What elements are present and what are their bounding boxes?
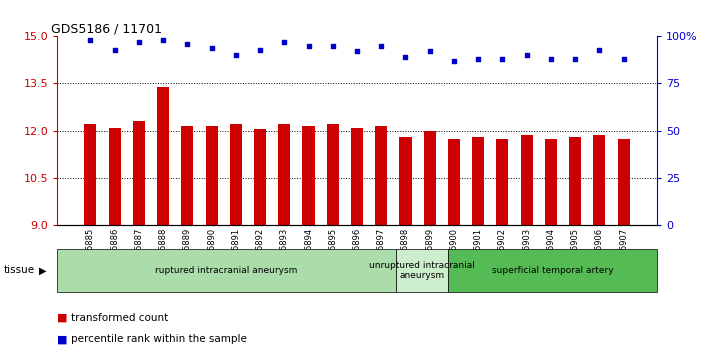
Bar [157,87,169,225]
Point [376,43,387,49]
Point [569,56,580,62]
Point [254,46,266,52]
Text: ■: ■ [57,313,68,323]
Point [278,39,290,45]
Bar [278,125,291,225]
Bar [545,139,557,225]
Point [206,45,217,50]
Text: tissue: tissue [4,265,35,276]
Bar [593,135,605,225]
Point [448,58,460,64]
Bar [206,126,218,225]
Point [351,49,363,54]
Point [400,54,411,60]
Point [303,43,314,49]
Bar [254,129,266,225]
Text: ■: ■ [57,334,68,344]
Bar [303,126,315,225]
Bar [181,126,193,225]
Point [181,41,193,47]
Bar [109,127,121,225]
Point [618,56,629,62]
Point [424,49,436,54]
Bar [472,137,484,225]
Bar [84,125,96,225]
Bar [399,137,411,225]
Text: superficial temporal artery: superficial temporal artery [492,266,613,275]
Point [109,46,121,52]
Bar [133,121,145,225]
Point [85,37,96,43]
Point [157,37,169,43]
Point [473,56,484,62]
Bar [423,131,436,225]
Bar [618,139,630,225]
Bar [521,135,533,225]
Point [545,56,557,62]
Point [521,52,533,58]
Bar [496,139,508,225]
Point [327,43,338,49]
Text: ▶: ▶ [39,265,46,276]
Point [593,46,605,52]
Bar [569,137,581,225]
Text: ruptured intracranial aneurysm: ruptured intracranial aneurysm [156,266,298,275]
Bar [230,125,242,225]
Bar [351,127,363,225]
Text: GDS5186 / 11701: GDS5186 / 11701 [51,22,162,35]
Bar [327,125,339,225]
Text: transformed count: transformed count [71,313,169,323]
Bar [375,126,387,225]
Bar [448,139,460,225]
Point [230,52,241,58]
Point [497,56,508,62]
Point [134,39,145,45]
Text: percentile rank within the sample: percentile rank within the sample [71,334,247,344]
Text: unruptured intracranial
aneurysm: unruptured intracranial aneurysm [369,261,475,280]
